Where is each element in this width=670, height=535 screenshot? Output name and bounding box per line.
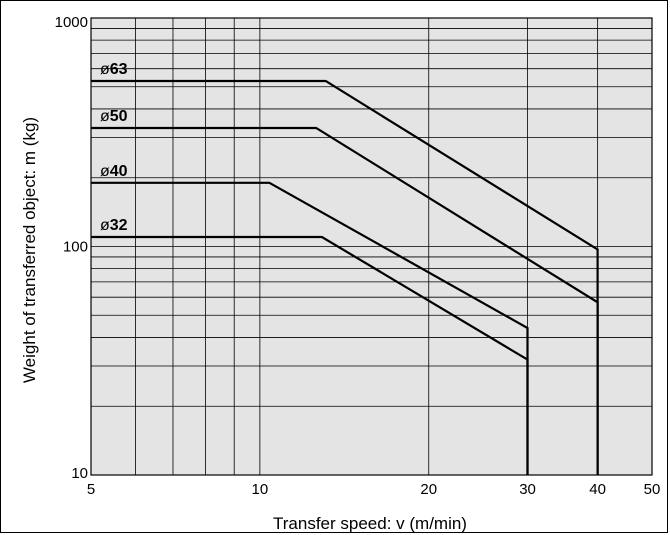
x-tick-label: 20	[420, 481, 437, 498]
series-label-prefix: ø	[100, 108, 110, 125]
x-tick-label: 5	[87, 481, 95, 498]
plot-border	[90, 17, 653, 476]
y-tick-labels: 10 100 1000	[55, 14, 88, 482]
series-label-prefix: ø	[100, 217, 110, 234]
series-label-32: ø32	[100, 217, 128, 234]
series-label-number: 63	[110, 61, 128, 78]
grid-lines	[90, 17, 653, 476]
y-tick-label: 1000	[55, 14, 88, 31]
series-line-50	[91, 126, 599, 475]
series-label-50: ø50	[100, 108, 128, 125]
series-label-prefix: ø	[100, 163, 110, 180]
x-tick-label: 30	[519, 481, 536, 498]
x-tick-labels: 5 10 20 30 40 50	[87, 481, 661, 498]
series-label-number: 32	[110, 217, 128, 234]
x-tick-label: 10	[252, 481, 269, 498]
series-label-number: 50	[110, 108, 128, 125]
y-axis-label: Weight of transferred object: m (kg)	[20, 117, 39, 383]
series-label-40: ø40	[100, 163, 128, 180]
series-label-number: 40	[110, 163, 128, 180]
series-label-63: ø63	[100, 61, 128, 78]
y-tick-label: 10	[71, 465, 88, 482]
series-label-prefix: ø	[100, 61, 110, 78]
x-tick-label: 40	[589, 481, 606, 498]
series-line-32	[91, 235, 529, 475]
y-tick-label: 100	[63, 239, 88, 256]
x-tick-label: 50	[644, 481, 661, 498]
x-axis-label: Transfer speed: v (m/min)	[273, 514, 467, 533]
